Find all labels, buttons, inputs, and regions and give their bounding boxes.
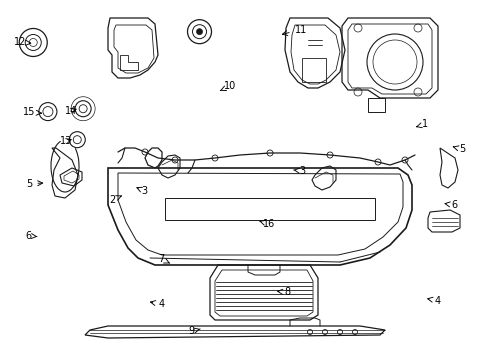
Text: 7: 7 <box>158 254 169 264</box>
Text: 13: 13 <box>60 136 72 146</box>
Text: 10: 10 <box>220 81 236 91</box>
Text: 4: 4 <box>150 299 164 309</box>
Text: 1: 1 <box>416 119 427 129</box>
Text: 3: 3 <box>293 166 305 176</box>
Text: 8: 8 <box>277 287 290 297</box>
Text: 4: 4 <box>427 296 440 306</box>
Text: 6: 6 <box>25 231 37 241</box>
Text: 9: 9 <box>188 326 200 336</box>
Circle shape <box>374 159 380 165</box>
Circle shape <box>266 150 272 156</box>
Circle shape <box>196 29 202 35</box>
Text: 16: 16 <box>259 219 275 229</box>
Text: 12: 12 <box>14 37 31 48</box>
Text: 5: 5 <box>26 179 42 189</box>
Text: 14: 14 <box>64 106 77 116</box>
Circle shape <box>142 149 148 155</box>
Circle shape <box>172 157 178 163</box>
Text: 15: 15 <box>23 107 41 117</box>
Text: 2: 2 <box>109 195 121 205</box>
Circle shape <box>401 157 407 163</box>
Circle shape <box>212 155 218 161</box>
Text: 11: 11 <box>282 24 306 36</box>
Text: 5: 5 <box>452 144 464 154</box>
Circle shape <box>326 152 332 158</box>
Text: 3: 3 <box>137 186 147 196</box>
Text: 6: 6 <box>444 200 457 210</box>
